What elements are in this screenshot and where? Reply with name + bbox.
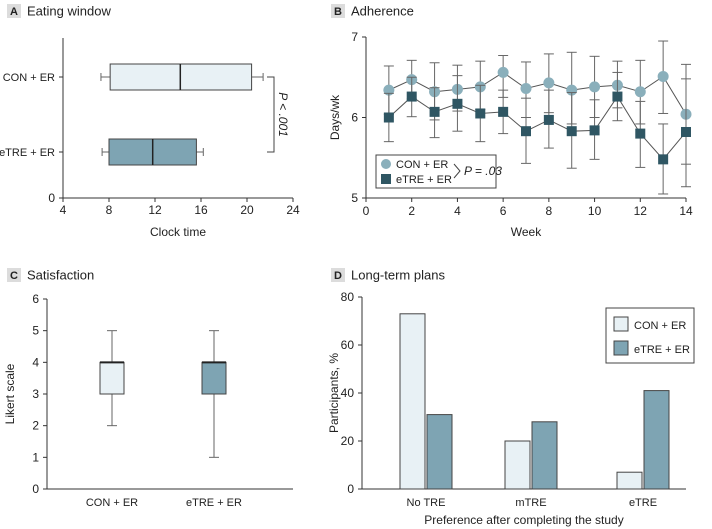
panel-b-legend-label: CON + ER <box>396 159 448 171</box>
panel-b-point-etre <box>406 91 417 102</box>
panel-b-x-label: Week <box>511 225 542 239</box>
panel-c-y-tick-label: 3 <box>32 387 39 401</box>
panel-d-category-label: No TRE <box>407 497 446 509</box>
panel-d-bar-con <box>616 471 643 490</box>
panel-d-bar-etre <box>426 414 453 490</box>
panel-b-point-etre <box>681 126 691 137</box>
panel-b-y-tick-label: 7 <box>351 30 358 44</box>
panel-b-point-con <box>497 66 509 78</box>
panel-b-p-value: P = .03 <box>464 164 502 178</box>
panel-b-x-tick-label: 8 <box>546 204 553 218</box>
panel-b-point-etre <box>612 91 623 102</box>
panel-a-x-tick-label: 8 <box>106 203 113 217</box>
panel-d-y-tick-label: 0 <box>347 482 354 496</box>
panel-b-point-con <box>634 86 646 98</box>
panel-a-x-label: Clock time <box>150 225 206 239</box>
panel-d-bar-con <box>504 440 531 490</box>
panel-d-category-label: mTRE <box>515 497 546 509</box>
panel-d-legend-swatch-con <box>613 316 629 332</box>
panel-a-badge <box>7 4 21 18</box>
panel-b-point-etre <box>383 112 394 123</box>
panel-c-y-tick-label: 4 <box>32 355 39 369</box>
panel-b-point-con <box>520 83 532 95</box>
panel-b-series-line <box>388 95 687 161</box>
panel-d-legend-label: eTRE + ER <box>634 344 690 356</box>
panel-c-y-label: Likert scale <box>3 363 17 424</box>
panel-b-point-con <box>543 77 555 89</box>
panel-c-title: Satisfaction <box>27 268 94 283</box>
panel-a-y-tick-label: 0 <box>48 191 55 205</box>
panel-a-category-label: eTRE + ER <box>0 147 55 159</box>
panel-b-point-etre <box>635 128 646 139</box>
panel-d-category-label: eTRE <box>629 497 657 509</box>
panel-a-x-tick-label: 4 <box>60 203 67 217</box>
panel-b-point-etre <box>429 106 440 117</box>
panel-a-sig-bracket <box>267 76 275 153</box>
panel-b-point-etre <box>543 114 554 125</box>
panel-a-badge-letter: A <box>10 6 18 18</box>
panel-c-box <box>99 361 125 395</box>
panel-b-point-etre <box>498 106 509 117</box>
panel-c-y-tick-label: 5 <box>32 324 39 338</box>
panel-b-y-tick-label: 6 <box>351 111 358 125</box>
panel-d-y-tick-label: 20 <box>341 434 355 448</box>
panel-d-bar-con <box>399 313 426 490</box>
panel-b-legend-bracket <box>453 163 461 179</box>
panel-d-legend-label: CON + ER <box>634 320 686 332</box>
panel-b-x-tick-label: 6 <box>500 204 507 218</box>
panel-a-x-tick-label: 12 <box>148 203 162 217</box>
panel-b-badge <box>331 4 345 18</box>
panel-b-point-etre <box>658 154 669 165</box>
panel-b-x-tick-label: 0 <box>363 204 370 218</box>
panel-a-x-tick-label: 16 <box>194 203 208 217</box>
panel-d-bar-etre <box>531 421 558 490</box>
panel-b-legend-marker-con <box>381 159 391 169</box>
panel-c-category-label: eTRE + ER <box>186 497 242 509</box>
panel-b-point-etre <box>521 126 531 137</box>
panel-b-x-tick-label: 4 <box>454 204 461 218</box>
panel-d-legend-swatch-etre <box>613 340 629 356</box>
panel-d-y-tick-label: 60 <box>341 338 355 352</box>
panel-b-point-con <box>589 81 601 93</box>
panel-c-y-tick-label: 1 <box>32 450 39 464</box>
panel-d-y-tick-label: 40 <box>341 386 355 400</box>
panel-b-x-tick-label: 12 <box>634 204 648 218</box>
panel-b-x-tick-label: 10 <box>588 204 602 218</box>
panel-c-badge-letter: C <box>10 270 18 282</box>
panel-d-badge <box>331 268 345 282</box>
panel-a-title: Eating window <box>27 4 111 19</box>
panel-b-badge-letter: B <box>334 6 342 18</box>
panel-d-badge-letter: D <box>334 270 342 282</box>
panel-c-box <box>201 361 227 395</box>
panel-c-y-tick-label: 0 <box>32 482 39 496</box>
panel-b-legend-marker-etre <box>381 174 391 184</box>
panel-d-title: Long-term plans <box>351 268 445 283</box>
panel-b-point-etre <box>589 125 600 136</box>
panel-c-y-tick-label: 6 <box>32 292 39 306</box>
panel-b-legend-label: eTRE + ER <box>396 174 452 186</box>
panel-d-y-label: Participants, % <box>327 353 341 433</box>
panel-d-bar-etre <box>643 390 670 490</box>
panel-d-y-tick-label: 80 <box>341 290 355 304</box>
panel-a-x-tick-label: 24 <box>286 203 300 217</box>
panel-b-title: Adherence <box>351 4 414 19</box>
panel-c-category-label: CON + ER <box>86 497 138 509</box>
panel-b-legend-box <box>375 154 497 189</box>
panel-a-category-label: CON + ER <box>3 72 55 84</box>
panel-b-x-tick-label: 14 <box>679 204 693 218</box>
panel-b-y-label: Days/wk <box>328 94 342 140</box>
panel-b-point-etre <box>566 126 577 137</box>
panel-d-x-label: Preference after completing the study <box>424 513 623 527</box>
panel-b-x-tick-label: 2 <box>408 204 415 218</box>
panel-b-point-etre <box>475 108 486 119</box>
panel-c-badge <box>7 268 21 282</box>
panel-a-x-tick-label: 20 <box>240 203 254 217</box>
panel-b-point-etre <box>452 98 463 109</box>
panel-b-point-con <box>657 70 669 82</box>
panel-b-y-tick-label: 5 <box>351 191 358 205</box>
panel-a-p-value: P < .001 <box>276 92 290 137</box>
panel-c-y-tick-label: 2 <box>32 419 39 433</box>
